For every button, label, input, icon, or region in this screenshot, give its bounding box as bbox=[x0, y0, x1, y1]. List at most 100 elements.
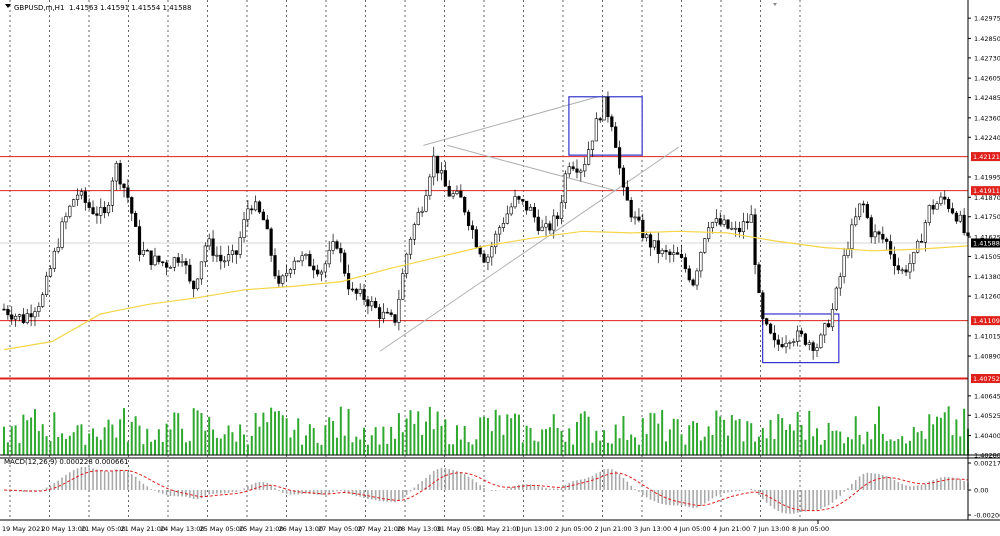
candle-body bbox=[532, 206, 536, 218]
volume-bar bbox=[490, 431, 493, 455]
volume-bar bbox=[688, 425, 691, 455]
candle-body bbox=[811, 342, 815, 351]
candle-body bbox=[300, 255, 304, 262]
time-tick-label: 8 Jun 05:00 bbox=[792, 525, 829, 533]
candle-body bbox=[230, 250, 235, 255]
candle-body bbox=[614, 126, 618, 148]
volume-bar bbox=[831, 430, 834, 455]
candle-body bbox=[323, 263, 327, 273]
candle-body bbox=[308, 253, 312, 267]
volume-bar bbox=[18, 443, 21, 455]
volume-bar bbox=[738, 418, 741, 455]
candle-body bbox=[710, 222, 715, 228]
candle-body bbox=[137, 226, 142, 255]
candle-body bbox=[165, 262, 169, 268]
volume-bar bbox=[22, 414, 25, 455]
time-tick-label: 2 Jun 05:00 bbox=[555, 525, 592, 533]
candle-body bbox=[621, 167, 626, 188]
candle-body bbox=[269, 228, 273, 256]
time-tick-label: 19 May 2021 bbox=[2, 525, 44, 533]
level-price-tag-text: 1.40752 bbox=[973, 375, 1000, 383]
volume-bar bbox=[901, 436, 904, 455]
candle-body bbox=[486, 256, 490, 263]
volume-bar bbox=[424, 421, 427, 455]
volume-bar bbox=[661, 409, 664, 455]
macd-tick-label: 0.002175 bbox=[974, 460, 1000, 468]
scroll-marker-icon[interactable] bbox=[773, 3, 777, 6]
candle-body bbox=[594, 118, 598, 142]
candle-body bbox=[815, 347, 819, 351]
candle-body bbox=[556, 215, 560, 220]
candle-body bbox=[207, 238, 211, 247]
volume-bar bbox=[6, 442, 9, 455]
volume-bar bbox=[541, 429, 544, 455]
volume-bar bbox=[707, 426, 710, 455]
candle-body bbox=[645, 234, 649, 239]
candle-body bbox=[610, 116, 614, 128]
volume-bar bbox=[757, 436, 760, 455]
candle-body bbox=[958, 214, 962, 222]
collapse-arrow-icon[interactable] bbox=[5, 4, 11, 8]
candle-body bbox=[60, 221, 64, 248]
volume-bar bbox=[382, 426, 385, 455]
candle-body bbox=[103, 207, 107, 214]
volume-bar bbox=[53, 412, 56, 455]
volume-bar bbox=[591, 442, 594, 455]
candle-body bbox=[64, 216, 68, 223]
candle-body bbox=[745, 221, 749, 223]
candle-body bbox=[56, 247, 60, 252]
volume-bar bbox=[514, 413, 517, 455]
volume-bar bbox=[672, 418, 675, 455]
candle-body bbox=[29, 313, 33, 318]
level-price-tag bbox=[971, 152, 1000, 162]
candle-body bbox=[277, 275, 281, 284]
volume-bar bbox=[932, 424, 935, 455]
volume-bar bbox=[281, 415, 284, 455]
volume-bar bbox=[564, 441, 567, 455]
horizontal-levels[interactable]: 1.42121 1.41911 1.41109 1.40752 1.41588 bbox=[0, 152, 1000, 383]
candle-body bbox=[896, 265, 900, 271]
candle-body bbox=[807, 342, 811, 345]
volume-bar bbox=[773, 438, 776, 455]
candle-body bbox=[497, 227, 502, 235]
level-price-tag-text: 1.41911 bbox=[973, 187, 1000, 195]
candle-body bbox=[261, 211, 265, 221]
trendline bbox=[379, 146, 680, 352]
volume-bar bbox=[734, 420, 737, 455]
volume-bar bbox=[432, 429, 435, 455]
volume-bar bbox=[812, 436, 815, 455]
volume-bar bbox=[436, 411, 439, 455]
volume-bar bbox=[223, 434, 226, 455]
macd-tick-label: 0.00 bbox=[974, 487, 988, 495]
volume-bar bbox=[804, 439, 807, 455]
candle-body bbox=[95, 213, 99, 216]
candle-body bbox=[540, 226, 544, 231]
candle-body bbox=[579, 170, 583, 173]
volume-bar bbox=[405, 418, 408, 455]
candle-body bbox=[699, 252, 703, 272]
candle-body bbox=[389, 312, 393, 315]
volume-bar bbox=[204, 430, 207, 455]
candle-body bbox=[784, 342, 788, 348]
candle-body bbox=[707, 227, 711, 239]
candle-body bbox=[714, 218, 718, 223]
volume-bar bbox=[788, 424, 791, 455]
volume-bar bbox=[529, 428, 532, 455]
volume-bar bbox=[843, 443, 846, 455]
candle-body bbox=[141, 249, 145, 255]
candle-body bbox=[718, 218, 722, 225]
price-tick-label: 1.40645 bbox=[974, 392, 1000, 400]
time-tick-label: 21 May 21:00 bbox=[121, 525, 166, 533]
time-tick-label: 25 May 05:00 bbox=[200, 525, 245, 533]
candle-body bbox=[857, 203, 862, 218]
candle-body bbox=[315, 269, 320, 275]
candle-body bbox=[153, 255, 157, 266]
volume-bar bbox=[219, 438, 222, 455]
candle-body bbox=[451, 193, 455, 197]
volume-bar bbox=[537, 441, 540, 455]
candle-body bbox=[447, 185, 451, 197]
candle-body bbox=[110, 180, 115, 206]
volume-bar bbox=[908, 440, 911, 455]
volume-bar bbox=[459, 439, 462, 455]
